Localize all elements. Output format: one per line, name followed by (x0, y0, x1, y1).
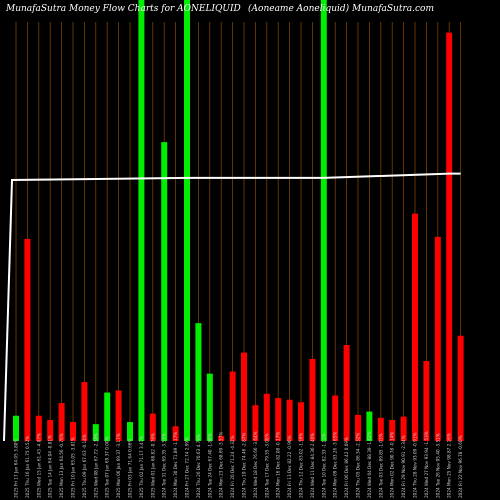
bar-up (161, 142, 168, 441)
x-tick-label: 2024 Tue 17 Dec 79.55 -3.08% (264, 433, 269, 498)
bar-up (320, 0, 327, 441)
x-tick-label: 2024 Tue 10 Dec 82.33 -1.12% (321, 433, 326, 498)
x-tick-label: 2025 Fri 10 Jan 65.05 -3.81% (71, 437, 76, 498)
bar-up (92, 424, 99, 441)
bar-up (184, 0, 190, 441)
bar-down (400, 416, 407, 441)
x-tick-label: 2024 Wed 04 Dec 88.39 -1.62% (367, 431, 372, 498)
x-tick-label: 2024 Mon 25 Nov 98.87 2.16% (447, 433, 452, 498)
bar-down (446, 32, 453, 441)
x-tick-label: 2024 Tue 26 Nov 95.40 -3.51% (435, 433, 440, 498)
bar-down (457, 335, 464, 441)
bar-down (343, 345, 350, 441)
price-line-series (3, 172, 461, 442)
bar-up (206, 373, 213, 441)
bar-down (275, 398, 282, 441)
x-tick-label: 2024 Fri 29 Nov 90.91 -2.34% (401, 435, 406, 498)
x-tick-label: 2024 Thu 19 Dec 74.46 -2.87% (242, 433, 247, 498)
x-tick-label: 2024 Fri 22 Nov 96.78 -0.60% (458, 435, 463, 498)
x-tick-label: 2025 Wed 08 Jan 67.72 -2.38% (93, 433, 98, 498)
x-tick-label: 2024 Tue 03 Dec 89.85 -1.03% (378, 433, 383, 498)
x-tick-label: 2024 Fri 06 Dec 86.42 0.09% (344, 437, 349, 498)
x-tick-label: 2024 Tue 24 Dec 67.40 -1.88% (207, 433, 212, 498)
bar-down (389, 419, 396, 441)
x-tick-label: 2024 Mon 02 Dec 90.78 -0.14% (390, 432, 395, 498)
bar-down (241, 352, 247, 441)
x-tick-label: 2024 Wed 27 Nov 93.94 -1.53% (424, 431, 429, 498)
x-tick-label: 2025 Mon 13 Jan 64.56 -0.76% (59, 433, 64, 498)
bar-down (24, 238, 31, 441)
x-tick-label: 2024 Tue 31 Dec 69.35 -3.53% (162, 433, 167, 498)
bar-down (377, 417, 384, 441)
chart-title: MunafaSutra Money Flow Charts for AONELI… (6, 4, 241, 14)
x-tick-label: 2025 Fri 17 Jan 64.05 3.80% (14, 439, 19, 498)
x-tick-label: 2024 Wed 18 Dec 76.66 -3.64% (253, 431, 258, 498)
x-tick-label: 2025 Tue 07 Jan 69.37 0.00% (105, 436, 110, 498)
x-tick-label: 2024 Fri 13 Dec 82.22 -0.96% (287, 435, 292, 498)
bar-up (13, 415, 19, 441)
x-tick-label: 2024 Thu 12 Dec 83.02 -1.59% (299, 433, 304, 498)
x-tick-label: 2025 Fri 03 Jan 71.64 0.66% (128, 439, 133, 498)
x-tick-label: 2024 Thu 28 Nov 93.09 -0.91% (413, 432, 418, 498)
bar-down (229, 371, 236, 441)
bar-down (434, 236, 441, 441)
bar-down (218, 435, 225, 441)
bar-up (127, 422, 133, 441)
bar-series (13, 0, 464, 441)
bar-down (423, 361, 430, 441)
bar-down (263, 393, 270, 441)
bar-down (70, 422, 76, 441)
bar-down (286, 399, 293, 441)
x-tick-label: 2024 Mon 30 Dec 71.89 -1.17% (173, 432, 178, 498)
bar-down (35, 415, 42, 441)
bar-down (172, 426, 179, 441)
bar-down (355, 414, 361, 441)
x-tick-label: 2025 Thu 02 Jan 71.17 3.41% (139, 436, 144, 498)
bar-down (332, 395, 339, 441)
x-tick-label: 2024 Thu 05 Dec 86.34 -2.32% (356, 433, 361, 498)
chart-source: (Aoneame Aoneliquid) MunafaSutra.com (248, 4, 434, 14)
x-tick-label: 2024 Mon 23 Dec 68.69 -3.57% (219, 432, 224, 498)
x-tick-label: 2025 Wed 15 Jan 61.43 -4.07% (36, 433, 41, 498)
bar-down (81, 382, 88, 441)
x-tick-label: 2024 Thu 26 Dec 70.63 4.79% (196, 434, 201, 498)
bar-up (104, 392, 111, 441)
bar-down (298, 402, 304, 441)
grid-lines (15, 22, 461, 441)
x-tick-label: 2025 Thu 16 Jan 61.75 0.52% (25, 436, 30, 498)
bar-down (47, 419, 54, 441)
x-axis-labels: 2025 Fri 17 Jan 64.05 3.80% 2025 Thu 16 J… (14, 431, 464, 498)
bar-down (252, 405, 259, 441)
x-tick-label: 2024 Wed 11 Dec 84.36 2.46% (310, 433, 315, 498)
x-tick-label: 2024 Fri 27 Dec 72.74 2.99% (185, 437, 190, 498)
x-tick-label: 2024 Mon 16 Dec 82.08 -0.17% (276, 432, 281, 498)
bar-down (412, 213, 418, 441)
bar-down (309, 358, 316, 441)
bar-down (58, 403, 65, 441)
x-tick-label: 2025 Tue 14 Jan 64.04 -0.81% (48, 435, 53, 498)
bar-up (195, 323, 202, 441)
price-line (3, 172, 461, 442)
bar-down (115, 390, 122, 441)
x-tick-label: 2025 Mon 06 Jan 69.37 -3.17% (116, 433, 121, 498)
x-tick-label: 2025 Wed 01 Jan 68.82 -0.76% (150, 433, 155, 498)
x-tick-label: 2025 Thu 09 Jan 67.63 -0.14% (82, 434, 87, 498)
x-tick-label: 2024 Mon 09 Dec 83.26 -3.65% (333, 432, 338, 498)
bar-up (366, 411, 373, 441)
x-tick-label: 2024 Fri 20 Dec 71.24 -4.32% (230, 435, 235, 498)
bar-up (138, 0, 145, 441)
bar-down (149, 413, 156, 441)
